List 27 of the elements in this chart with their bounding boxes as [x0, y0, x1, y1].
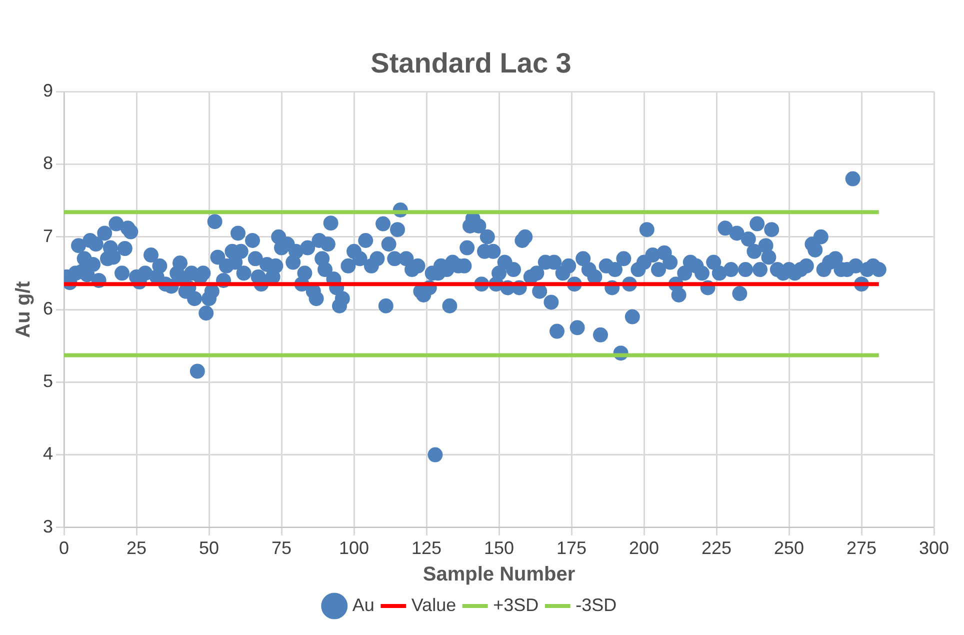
chart-title: Standard Lac 3: [370, 48, 572, 79]
y-tick-label: 9: [42, 80, 54, 101]
legend-label: Au: [352, 594, 374, 615]
legend-label: +3SD: [493, 594, 539, 615]
x-tick-label: 300: [918, 538, 950, 558]
x-tick-label: 125: [411, 538, 442, 558]
y-tick-label: 5: [42, 371, 54, 392]
y-tick-label: 6: [42, 298, 54, 318]
y-tick-label: 4: [42, 444, 54, 464]
x-axis-title: Sample Number: [422, 564, 576, 586]
x-tick-label: 225: [701, 538, 732, 558]
y-tick-label: 3: [42, 516, 54, 536]
y-tick-label: 7: [42, 226, 54, 246]
legend-label: -3SD: [576, 594, 617, 615]
x-tick-label: 100: [338, 538, 370, 558]
x-tick-label: 75: [271, 538, 292, 558]
x-tick-label: 0: [59, 538, 70, 558]
legend-label: Value: [411, 594, 456, 615]
x-tick-label: 250: [774, 538, 804, 558]
y-tick-label: 8: [42, 153, 54, 174]
x-tick-label: 200: [628, 538, 660, 558]
y-axis-title: Au g/t: [12, 280, 35, 338]
x-tick-label: 25: [126, 538, 147, 558]
x-tick-label: 275: [846, 538, 877, 558]
x-tick-label: 150: [484, 538, 514, 558]
x-tick-label: 175: [556, 538, 587, 558]
x-tick-label: 50: [198, 538, 220, 558]
